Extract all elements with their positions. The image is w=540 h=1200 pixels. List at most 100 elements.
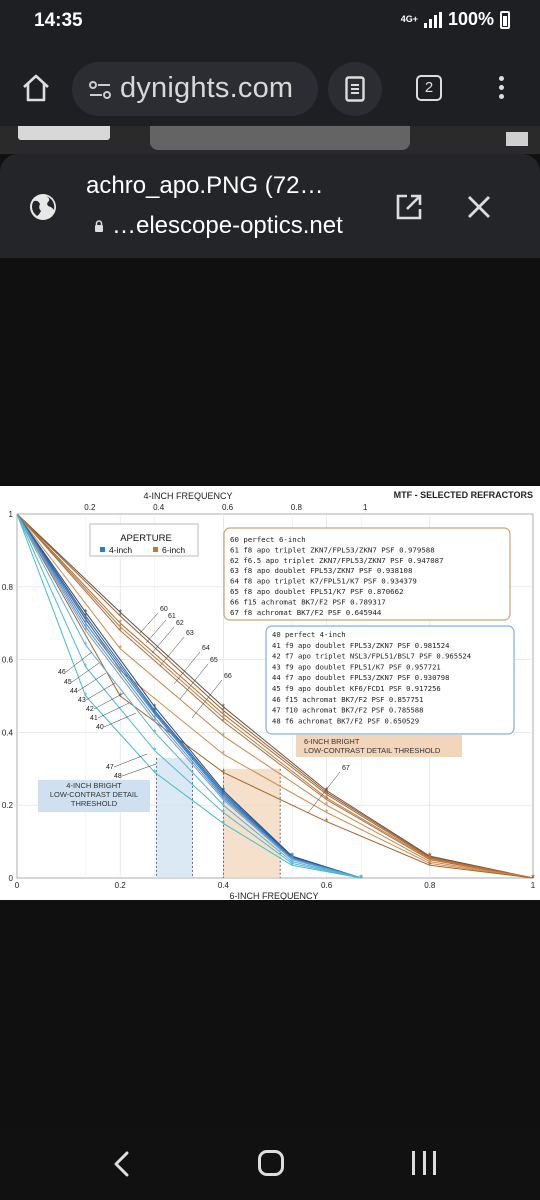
four-inch-box-line: 47 f10 achromat BK7/F2 PSF 0.785588	[272, 706, 423, 715]
six-inch-point-marker: *	[428, 858, 432, 868]
four-inch-series-label: 48	[114, 773, 122, 780]
recent-apps-icon[interactable]	[412, 1151, 436, 1175]
four-inch-point-marker: *	[84, 625, 88, 635]
address-bar[interactable]: dynights.com	[72, 62, 318, 116]
four-inch-series-label: 43	[78, 697, 86, 704]
close-icon[interactable]	[466, 194, 492, 220]
four-inch-series-label: 47	[106, 764, 114, 771]
status-bar: 14:35 4G+ 100%	[0, 0, 540, 44]
four-inch-point-marker: *	[84, 618, 88, 628]
four-inch-point-marker: *	[359, 873, 363, 883]
four-inch-series-label: 44	[70, 688, 78, 695]
six-inch-label-leader	[173, 651, 201, 685]
top-tick-label: 1	[363, 503, 368, 512]
mtf-chart: 4-INCH FREQUENCY MTF - SELECTED REFRACTO…	[2, 490, 536, 901]
six-inch-point-marker: *	[428, 854, 432, 864]
y-tick-label: 0.2	[2, 801, 14, 810]
four-inch-line-47	[16, 513, 362, 879]
six-inch-threshold-label: 6-INCH BRIGHT LOW-CONTRAST DETAIL THRESH…	[296, 735, 462, 757]
six-inch-box-line: 66 f15 achromat BK7/F2 PSF 0.789317	[230, 597, 386, 606]
four-inch-point-marker: *	[290, 855, 294, 865]
mtf-chart-image[interactable]: 4-INCH FREQUENCY MTF - SELECTED REFRACTO…	[0, 486, 540, 901]
six-inch-point-marker: *	[118, 644, 122, 654]
underlying-button	[18, 126, 110, 140]
four-inch-point-marker: *	[290, 857, 294, 867]
six-inch-point-marker: *	[428, 851, 432, 861]
tab-switcher-button[interactable]: 2	[416, 75, 442, 101]
four-inch-box-line: 44 f7 apo doublet FPL53/ZKN7 PSF 0.93079…	[272, 673, 449, 682]
six-inch-point-marker: *	[428, 860, 432, 870]
six-inch-point-marker: *	[222, 709, 226, 719]
six-inch-point-marker: *	[531, 873, 535, 883]
six-inch-point-marker: *	[531, 873, 535, 883]
four-inch-point-marker: *	[359, 873, 363, 883]
six-inch-line-65	[16, 513, 534, 879]
svg-text:LOW-CONTRAST DETAIL: LOW-CONTRAST DETAIL	[50, 790, 138, 799]
home-nav-icon[interactable]	[258, 1150, 284, 1176]
browser-toolbar: dynights.com 2	[0, 44, 540, 134]
six-inch-point-marker: *	[325, 817, 329, 827]
y-tick-label: 1	[9, 510, 14, 519]
six-inch-label-leader	[151, 626, 175, 654]
four-inch-point-marker: *	[84, 662, 88, 672]
status-time: 14:35	[34, 10, 83, 31]
four-inch-point-marker: *	[222, 818, 226, 828]
six-inch-point-marker: *	[325, 793, 329, 803]
bottom-axis-label: 6-INCH FREQUENCY	[229, 891, 318, 900]
four-inch-line-44	[16, 513, 362, 879]
battery-percent: 100%	[447, 9, 494, 29]
top-tick-label: 0.8	[291, 503, 303, 512]
four-inch-line-46	[16, 513, 362, 879]
four-inch-point-marker: *	[359, 873, 363, 883]
six-inch-point-marker: *	[325, 807, 329, 817]
four-inch-point-marker: *	[153, 709, 157, 719]
six-inch-line-61	[16, 513, 534, 879]
four-inch-label-leader	[65, 651, 93, 673]
underlying-icon	[506, 132, 528, 146]
four-inch-point-marker: *	[153, 707, 157, 717]
six-inch-point-marker: *	[325, 787, 329, 797]
open-in-new-tab-icon[interactable]	[394, 192, 424, 222]
six-inch-point-marker: *	[325, 800, 329, 810]
more-menu-icon[interactable]	[496, 72, 506, 106]
bottom-tick-label: 0.4	[218, 881, 230, 890]
four-inch-point-marker: *	[153, 716, 157, 726]
document-icon	[345, 76, 365, 102]
bottom-tick-label: 0.8	[424, 881, 436, 890]
six-inch-point-marker: *	[118, 607, 122, 617]
four-inch-point-marker: *	[290, 852, 294, 862]
four-inch-box-line: 42 f7 apo triplet NSL3/FPL51/BSL7 PSF 0.…	[272, 652, 471, 661]
home-icon[interactable]	[20, 72, 52, 104]
six-inch-series-label: 64	[202, 645, 210, 652]
four-inch-point-marker: *	[222, 787, 226, 797]
four-inch-line-41	[16, 513, 362, 879]
four-inch-point-marker: *	[359, 873, 363, 883]
globe-icon	[30, 194, 56, 220]
back-icon[interactable]	[110, 1150, 134, 1178]
six-inch-box-line: 62 f6.5 apo triplet ZKN7/FPL53/ZKN7 PSF …	[230, 556, 444, 565]
six-inch-box-line: 67 f8 achromat BK7/F2 PSF 0.645944	[230, 608, 382, 617]
six-inch-point-marker: *	[118, 618, 122, 628]
y-tick-label: 0.6	[2, 656, 14, 665]
six-inch-point-marker: *	[531, 873, 535, 883]
four-inch-label-leader	[113, 753, 148, 768]
six-inch-point-marker: *	[531, 873, 535, 883]
four-inch-point-marker: *	[222, 800, 226, 810]
six-inch-point-marker: *	[325, 786, 329, 796]
six-inch-point-marker: *	[325, 789, 329, 799]
reader-mode-button[interactable]	[328, 62, 382, 116]
site-settings-icon[interactable]	[88, 80, 112, 100]
six-inch-point-marker: *	[222, 706, 226, 716]
preview-title: achro_apo.PNG (72…	[86, 172, 324, 199]
four-inch-point-marker: *	[359, 873, 363, 883]
legend-swatch-4inch	[100, 547, 105, 552]
six-inch-point-marker: *	[531, 873, 535, 883]
six-inch-point-marker: *	[118, 622, 122, 632]
site-logo	[150, 126, 410, 150]
six-inch-series-label: 61	[168, 613, 176, 620]
top-axis-label: 4-INCH FREQUENCY	[143, 491, 232, 501]
four-inch-point-marker: *	[222, 793, 226, 803]
four-inch-point-marker: *	[290, 851, 294, 861]
six-inch-label-leader	[191, 679, 223, 719]
url-text[interactable]: dynights.com	[120, 72, 294, 104]
